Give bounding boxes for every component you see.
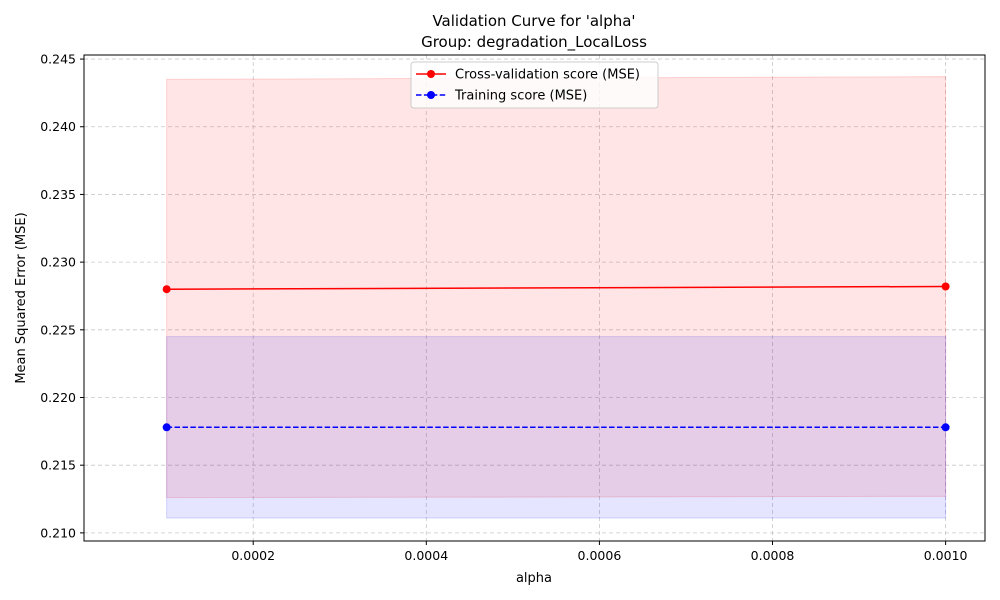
y-tick-label: 0.230 (40, 255, 76, 270)
legend-label-training: Training score (MSE) (454, 89, 587, 104)
legend: Cross-validation score (MSE) Training sc… (410, 61, 659, 109)
band-layer (166, 76, 947, 519)
x-tick-label: 0.0004 (404, 548, 448, 563)
legend-entry-cross-validation: Cross-validation score (MSE) (416, 68, 640, 83)
x-axis-ticks: 0.0002 0.0004 0.0006 0.0008 0.0010 (231, 541, 968, 563)
legend-marker-cross-validation (427, 70, 435, 78)
data-point-cross-validation (162, 285, 171, 294)
x-tick-label: 0.0002 (231, 548, 275, 563)
y-tick-label: 0.215 (40, 458, 76, 473)
y-axis-ticks: 0.210 0.215 0.220 0.225 0.230 0.235 0.240 0.245 (40, 52, 84, 540)
legend-marker-training (427, 91, 435, 99)
chart-subtitle: Group: degradation_LocalLoss (421, 33, 647, 52)
marker-layer (162, 282, 950, 432)
y-tick-label: 0.220 (40, 390, 76, 405)
x-tick-label: 0.0010 (924, 548, 968, 563)
line-layer (166, 285, 946, 429)
legend-box (410, 61, 659, 109)
y-tick-label: 0.245 (40, 52, 76, 67)
data-point-training (162, 423, 171, 432)
legend-label-cross-validation: Cross-validation score (MSE) (455, 68, 640, 83)
x-tick-label: 0.0006 (578, 548, 622, 563)
y-tick-label: 0.235 (40, 187, 76, 202)
y-tick-label: 0.240 (40, 119, 76, 134)
grid-layer (84, 55, 985, 541)
legend-entry-training: Training score (MSE) (416, 89, 587, 104)
y-tick-label: 0.210 (40, 525, 76, 540)
series-line-cross-validation (166, 285, 946, 290)
y-axis-label: Mean Squared Error (MSE) (14, 212, 29, 383)
y-tick-label: 0.225 (40, 322, 76, 337)
chart-title: Validation Curve for 'alpha' (432, 12, 635, 30)
data-point-training (941, 423, 950, 432)
data-point-cross-validation (941, 282, 950, 291)
plot-frame (83, 54, 986, 542)
x-axis-label: alpha (516, 571, 552, 586)
x-tick-label: 0.0008 (751, 548, 795, 563)
